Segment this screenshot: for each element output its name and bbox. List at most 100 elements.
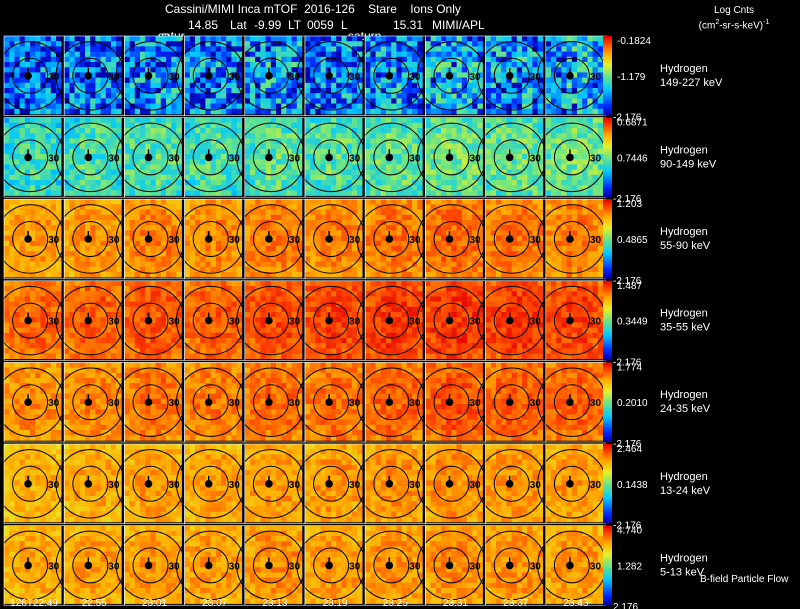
pixel: [451, 56, 457, 63]
pixel: [50, 164, 57, 170]
pixel: [511, 36, 518, 42]
pixel: [105, 266, 112, 273]
pixel: [140, 117, 146, 124]
pixel: [291, 133, 298, 139]
pixel: [425, 133, 431, 139]
pixel: [425, 62, 431, 68]
pixel: [357, 148, 363, 155]
pixel: [221, 246, 227, 252]
pixel: [265, 128, 272, 134]
pixel: [587, 82, 593, 89]
pixel: [129, 185, 136, 191]
pixel: [556, 117, 562, 124]
pixel: [145, 174, 151, 181]
pixel: [276, 36, 282, 42]
pixel: [456, 261, 463, 268]
pixel: [286, 261, 292, 268]
pixel: [501, 256, 507, 262]
pixel: [592, 46, 599, 52]
pixel: [396, 138, 402, 144]
pixel: [351, 67, 358, 73]
pixel: [226, 98, 232, 104]
pixel: [30, 261, 36, 268]
pixel: [412, 143, 418, 150]
pixel: [417, 204, 423, 210]
pixel: [95, 225, 101, 231]
pixel: [425, 220, 431, 226]
pixel: [430, 138, 437, 144]
pixel: [105, 56, 112, 63]
pixel: [467, 62, 473, 68]
pixel: [160, 246, 167, 252]
pixel: [260, 154, 266, 160]
pixel: [412, 199, 418, 205]
pixel: [221, 240, 227, 247]
pixel: [522, 230, 528, 236]
pixel: [4, 235, 10, 242]
pixel: [200, 67, 206, 73]
pixel: [501, 164, 507, 170]
pixel: [64, 169, 70, 176]
pixel: [485, 190, 492, 196]
pixel: [210, 62, 217, 68]
pixel: [145, 56, 151, 63]
pixel: [477, 108, 483, 115]
pixel: [341, 230, 347, 236]
pixel: [446, 204, 452, 210]
pixel: [236, 143, 243, 150]
pixel: [205, 117, 211, 124]
pixel: [467, 230, 473, 236]
pixel: [134, 88, 141, 94]
pixel: [4, 199, 10, 205]
pixel: [296, 41, 303, 47]
pixel: [276, 235, 282, 242]
pixel: [305, 204, 311, 210]
pixel: [140, 143, 146, 150]
pixel: [582, 93, 588, 99]
pixel: [56, 204, 62, 210]
pixel: [315, 159, 321, 165]
pixel: [435, 148, 442, 155]
pixel: [19, 240, 26, 247]
pixel: [281, 246, 287, 252]
pixel: [417, 266, 423, 273]
pixel: [14, 199, 20, 205]
pixel: [171, 256, 177, 262]
pixel: [270, 220, 277, 226]
pixel: [150, 199, 156, 205]
pixel: [537, 46, 544, 52]
pixel: [105, 246, 112, 252]
pixel: [210, 256, 217, 262]
pixel: [532, 240, 538, 247]
pixel: [4, 164, 10, 170]
pixel: [370, 225, 376, 231]
pixel: [64, 266, 70, 273]
pixel: [4, 62, 10, 68]
pixel: [310, 46, 316, 52]
pixel: [351, 209, 358, 216]
pixel: [451, 185, 457, 191]
pixel: [265, 46, 272, 52]
pixel: [95, 266, 101, 273]
pixel: [401, 154, 408, 160]
pixel: [90, 128, 96, 134]
pixel: [357, 220, 363, 226]
pixel: [396, 82, 402, 89]
pixel: [296, 272, 303, 278]
pixel: [375, 117, 382, 124]
pixel: [396, 67, 402, 73]
pixel: [357, 164, 363, 170]
pixel: [244, 209, 251, 216]
pixel: [467, 220, 473, 226]
pixel: [189, 190, 196, 196]
pixel: [516, 225, 523, 231]
pixel: [155, 261, 162, 268]
pixel: [336, 174, 342, 181]
pixel: [24, 36, 31, 42]
pixel: [320, 93, 327, 99]
pixel: [205, 261, 211, 268]
pixel: [396, 122, 402, 129]
pixel: [200, 88, 206, 94]
pixel: [506, 103, 512, 110]
pixel: [184, 164, 191, 170]
